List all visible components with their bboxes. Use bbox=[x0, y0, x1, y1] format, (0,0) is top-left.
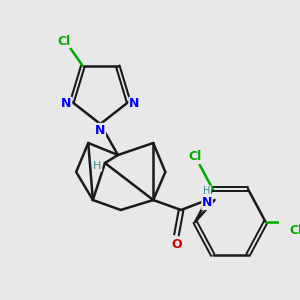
Text: Cl: Cl bbox=[58, 34, 71, 48]
Text: Cl: Cl bbox=[188, 150, 202, 163]
Text: Cl: Cl bbox=[290, 224, 300, 236]
Text: N: N bbox=[61, 98, 72, 110]
Text: N: N bbox=[129, 98, 139, 110]
Text: N: N bbox=[95, 124, 106, 136]
Text: O: O bbox=[171, 238, 182, 251]
Text: H: H bbox=[203, 186, 211, 196]
Text: H: H bbox=[93, 161, 102, 171]
Text: N: N bbox=[202, 196, 212, 209]
